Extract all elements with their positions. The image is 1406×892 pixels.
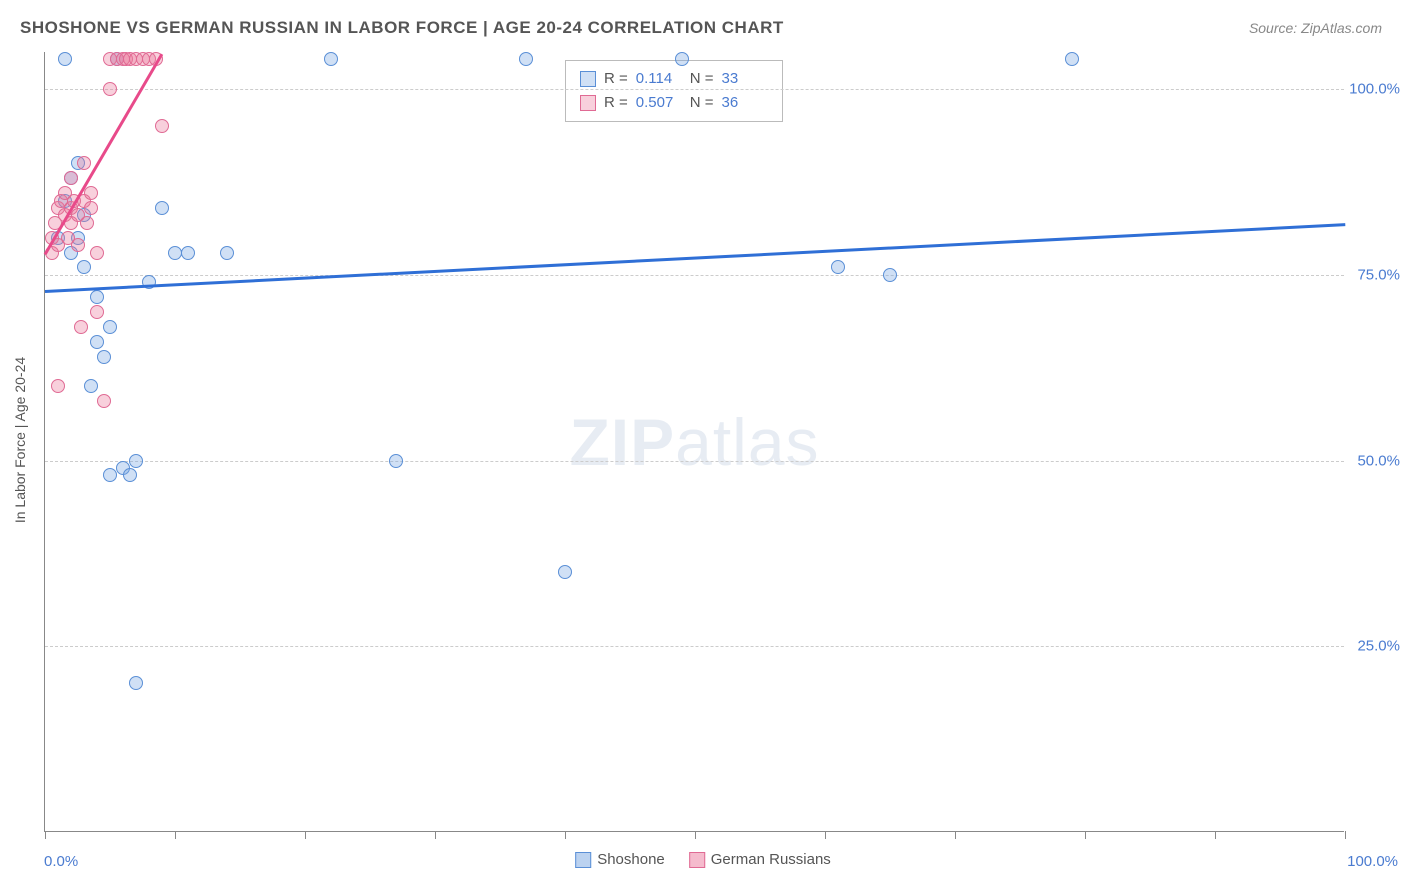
trend-line — [44, 53, 164, 255]
data-point — [84, 379, 98, 393]
y-tick-label: 50.0% — [1357, 452, 1400, 469]
x-tick — [825, 831, 826, 839]
x-tick — [695, 831, 696, 839]
x-axis-min-label: 0.0% — [44, 853, 78, 870]
r-value: 0.114 — [636, 67, 682, 91]
data-point — [220, 246, 234, 260]
legend-label: Shoshone — [597, 851, 665, 868]
data-point — [123, 468, 137, 482]
y-tick-label: 100.0% — [1349, 81, 1400, 98]
legend-swatch — [575, 852, 591, 868]
data-point — [155, 201, 169, 215]
y-tick-label: 75.0% — [1357, 266, 1400, 283]
x-tick — [1345, 831, 1346, 839]
data-point — [103, 82, 117, 96]
data-point — [168, 246, 182, 260]
data-point — [97, 394, 111, 408]
data-point — [74, 320, 88, 334]
data-point — [90, 305, 104, 319]
data-point — [129, 676, 143, 690]
data-point — [519, 52, 533, 66]
legend-swatch — [580, 71, 596, 87]
data-point — [84, 201, 98, 215]
x-tick — [955, 831, 956, 839]
n-label: N = — [690, 91, 714, 115]
n-label: N = — [690, 67, 714, 91]
data-point — [97, 350, 111, 364]
stats-row: R = 0.507 N = 36 — [580, 91, 768, 115]
x-tick — [305, 831, 306, 839]
data-point — [883, 268, 897, 282]
data-point — [51, 379, 65, 393]
trend-line — [45, 223, 1345, 293]
x-tick — [435, 831, 436, 839]
data-point — [77, 260, 91, 274]
stats-legend: R = 0.114 N = 33 R = 0.507 N = 36 — [565, 60, 783, 122]
data-point — [324, 52, 338, 66]
x-tick — [45, 831, 46, 839]
data-point — [675, 52, 689, 66]
grid-line — [45, 275, 1344, 276]
data-point — [90, 335, 104, 349]
data-point — [58, 52, 72, 66]
data-point — [90, 290, 104, 304]
data-point — [103, 468, 117, 482]
data-point — [1065, 52, 1079, 66]
legend-item: German Russians — [689, 851, 831, 868]
x-tick — [565, 831, 566, 839]
watermark-rest: atlas — [675, 405, 819, 479]
r-label: R = — [604, 67, 628, 91]
data-point — [84, 186, 98, 200]
data-point — [831, 260, 845, 274]
legend-swatch — [580, 95, 596, 111]
grid-line — [45, 461, 1344, 462]
data-point — [558, 565, 572, 579]
chart-title: SHOSHONE VS GERMAN RUSSIAN IN LABOR FORC… — [20, 18, 784, 38]
data-point — [77, 156, 91, 170]
legend-item: Shoshone — [575, 851, 665, 868]
r-value: 0.507 — [636, 91, 682, 115]
bottom-legend: Shoshone German Russians — [575, 851, 831, 868]
n-value: 36 — [722, 91, 768, 115]
data-point — [103, 320, 117, 334]
data-point — [90, 246, 104, 260]
grid-line — [45, 89, 1344, 90]
y-tick-label: 25.0% — [1357, 638, 1400, 655]
data-point — [129, 454, 143, 468]
source-attribution: Source: ZipAtlas.com — [1249, 20, 1382, 36]
data-point — [71, 238, 85, 252]
data-point — [181, 246, 195, 260]
data-point — [155, 119, 169, 133]
data-point — [389, 454, 403, 468]
x-tick — [1215, 831, 1216, 839]
plot-area: ZIPatlas R =0.114N =33R =0.507N =36 25.0… — [44, 52, 1344, 832]
x-axis-max-label: 100.0% — [1347, 853, 1398, 870]
x-tick — [1085, 831, 1086, 839]
watermark: ZIPatlas — [569, 404, 819, 480]
x-tick — [175, 831, 176, 839]
watermark-bold: ZIP — [569, 405, 675, 479]
stats-row: R = 0.114 N = 33 — [580, 67, 768, 91]
legend-swatch — [689, 852, 705, 868]
data-point — [64, 171, 78, 185]
data-point — [80, 216, 94, 230]
r-label: R = — [604, 91, 628, 115]
grid-line — [45, 646, 1344, 647]
n-value: 33 — [722, 67, 768, 91]
legend-label: German Russians — [711, 851, 831, 868]
y-axis-title: In Labor Force | Age 20-24 — [12, 357, 28, 523]
